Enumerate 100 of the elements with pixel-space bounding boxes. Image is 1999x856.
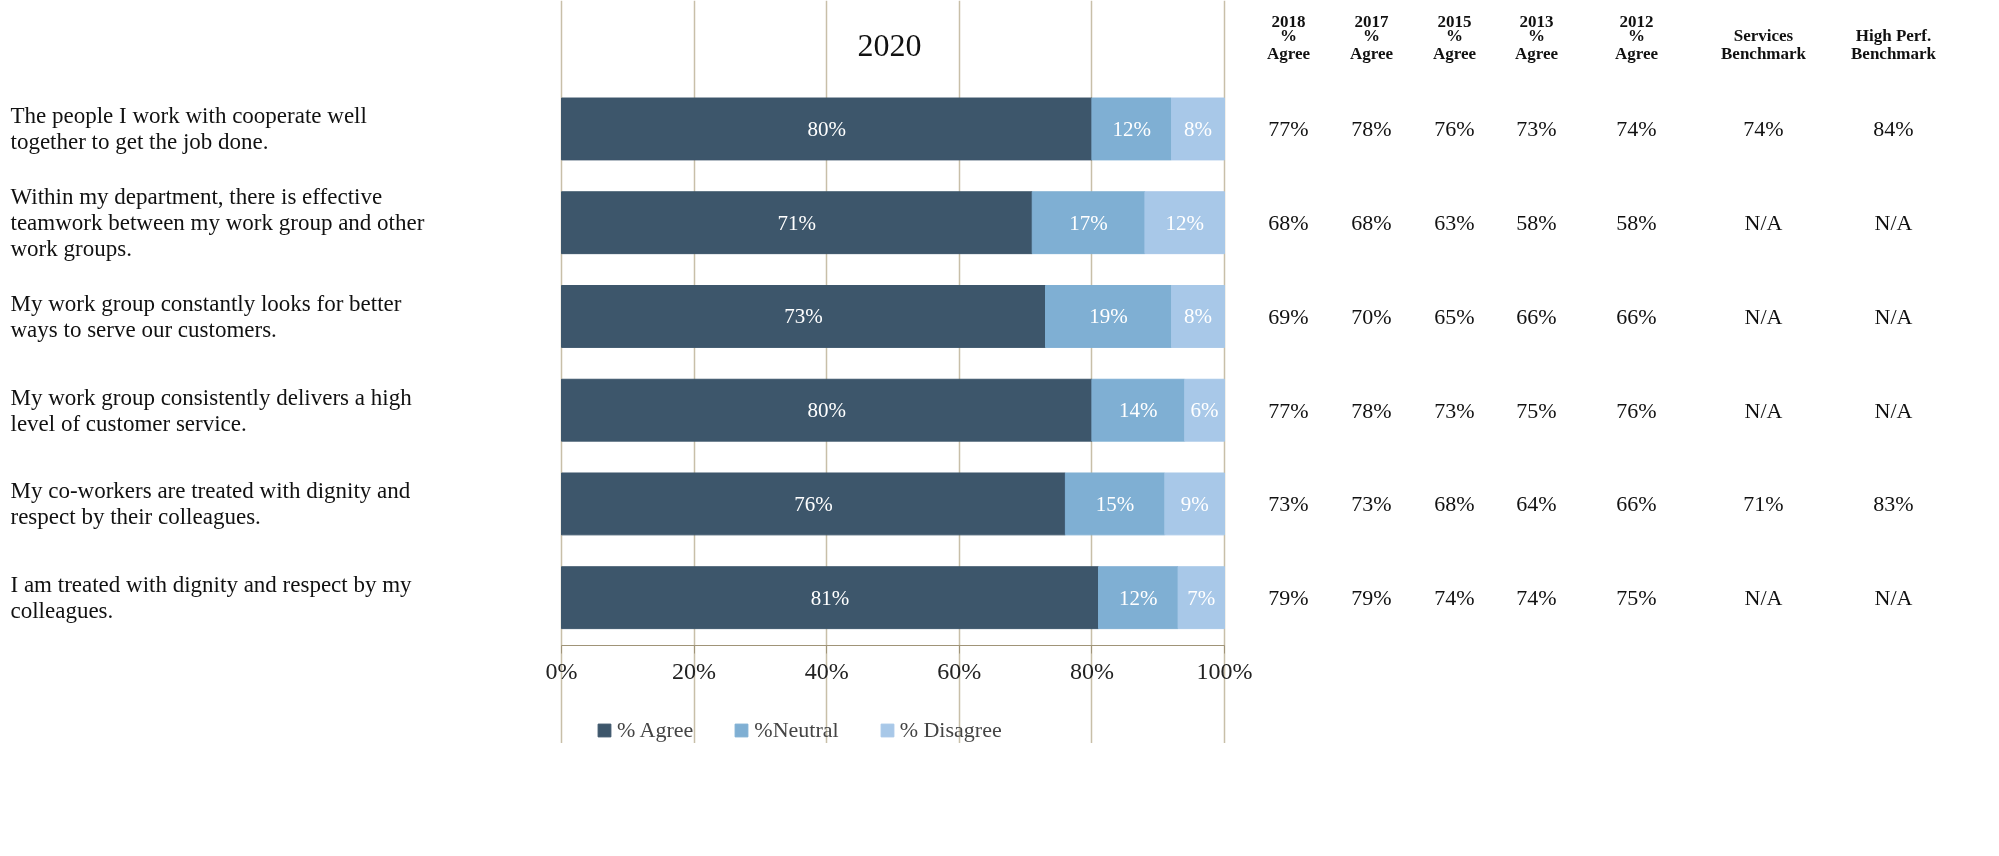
text: 2017 % Agree (1349, 11, 1394, 63)
text: 68% (1434, 491, 1475, 517)
text: 73% (1434, 397, 1475, 423)
data-label: 8% (1183, 304, 1212, 329)
text: 74% (1616, 116, 1657, 142)
text: 77% (1268, 116, 1309, 142)
y-tick-label: My work group constantly looks for better ways to serve our customers. (10, 290, 402, 342)
bar (561, 378, 1093, 442)
data-label: 6% (1190, 398, 1219, 423)
data-label: 8% (1183, 116, 1212, 141)
bar (561, 566, 1100, 630)
bar (1091, 378, 1186, 442)
text: 83% (1873, 491, 1914, 517)
data-label: 14% (1119, 398, 1158, 423)
text: 66% (1516, 303, 1557, 329)
text: 66% (1616, 303, 1657, 329)
legend-label: % Agree (617, 717, 694, 743)
text: 2013 % Agree (1514, 11, 1559, 63)
text: 69% (1268, 303, 1309, 329)
data-label: 71% (777, 210, 817, 235)
text: Services Benchmark (1721, 25, 1807, 63)
data-label: 80% (807, 398, 846, 423)
text: 66% (1616, 491, 1657, 517)
text: 63% (1434, 210, 1475, 236)
y-tick-label: Within my department, there is effective teamwork between my work group and other work groups. (10, 184, 425, 262)
x-tick-label: 40% (804, 658, 849, 685)
text: 71% (1743, 491, 1784, 517)
data-label: 81% (810, 585, 850, 610)
bar (561, 285, 1046, 348)
bar (1064, 472, 1166, 536)
legend-label: % Disagree (899, 717, 1002, 743)
text: 68% (1351, 210, 1392, 236)
bar (1177, 566, 1225, 630)
text: 65% (1434, 303, 1475, 329)
bar (1170, 97, 1225, 161)
text: 84% (1873, 116, 1914, 142)
text: 74% (1516, 585, 1557, 611)
x-tick-label: 80% (1069, 658, 1114, 685)
text: 74% (1743, 116, 1784, 142)
bar (561, 191, 1033, 255)
text: 58% (1516, 210, 1557, 236)
data-label: 19% (1089, 304, 1128, 329)
text: 79% (1268, 585, 1309, 611)
text: N/A (1874, 585, 1913, 611)
legend-label: %Neutral (754, 717, 839, 743)
data-label: 12% (1112, 116, 1151, 141)
text: 78% (1351, 116, 1392, 142)
text: 73% (1268, 491, 1309, 517)
bar (561, 97, 1093, 161)
chart-title: 2020 (857, 27, 922, 64)
text: 64% (1516, 491, 1557, 517)
y-tick-label: The people I work with cooperate well together to get the job done. (10, 103, 367, 155)
data-label: 9% (1180, 491, 1209, 516)
text: 2018 % Agree (1266, 11, 1311, 63)
bar (561, 472, 1066, 536)
text: 73% (1351, 491, 1392, 517)
x-tick-label: 100% (1196, 658, 1253, 685)
text: 74% (1434, 585, 1475, 611)
text: N/A (1744, 585, 1783, 611)
text: 68% (1268, 210, 1309, 236)
data-label: 73% (784, 304, 823, 329)
data-label: 17% (1069, 210, 1108, 235)
text: N/A (1874, 210, 1913, 236)
bar (1031, 191, 1146, 255)
text: 76% (1616, 397, 1657, 423)
text: 2015 % Agree (1432, 11, 1477, 63)
bar (1164, 472, 1225, 536)
text: N/A (1744, 210, 1783, 236)
bar (1091, 97, 1172, 161)
y-tick-label: I am treated with dignity and respect by my colleagues. (10, 572, 413, 624)
bar (1184, 378, 1225, 442)
text: 2012 % Agree (1614, 11, 1659, 63)
data-label: 12% (1165, 210, 1204, 235)
text: High Perf. Benchmark (1851, 25, 1937, 63)
data-label: 7% (1187, 585, 1216, 610)
text: 77% (1268, 397, 1309, 423)
bar (1044, 285, 1172, 348)
bar (1098, 566, 1179, 630)
text: 75% (1516, 397, 1557, 423)
bar (1144, 191, 1225, 255)
text: N/A (1744, 397, 1783, 423)
text: N/A (1874, 303, 1913, 329)
data-label: 12% (1119, 585, 1158, 610)
text: 58% (1616, 210, 1657, 236)
text: 73% (1516, 116, 1557, 142)
text: N/A (1744, 303, 1783, 329)
y-tick-label: My co-workers are treated with dignity and respect by their colleagues. (10, 478, 411, 530)
data-label: 76% (794, 491, 833, 516)
text: 75% (1616, 585, 1657, 611)
text: 78% (1351, 397, 1392, 423)
x-tick-label: 20% (672, 658, 717, 685)
bar (1170, 285, 1225, 348)
text: 79% (1351, 585, 1392, 611)
data-label: 80% (807, 116, 846, 141)
x-tick-label: 60% (937, 658, 982, 685)
text: 70% (1351, 303, 1392, 329)
data-label: 15% (1095, 491, 1135, 516)
text: N/A (1874, 397, 1913, 423)
y-tick-label: My work group consistently delivers a high level of customer service. (10, 384, 413, 436)
text: 76% (1434, 116, 1475, 142)
